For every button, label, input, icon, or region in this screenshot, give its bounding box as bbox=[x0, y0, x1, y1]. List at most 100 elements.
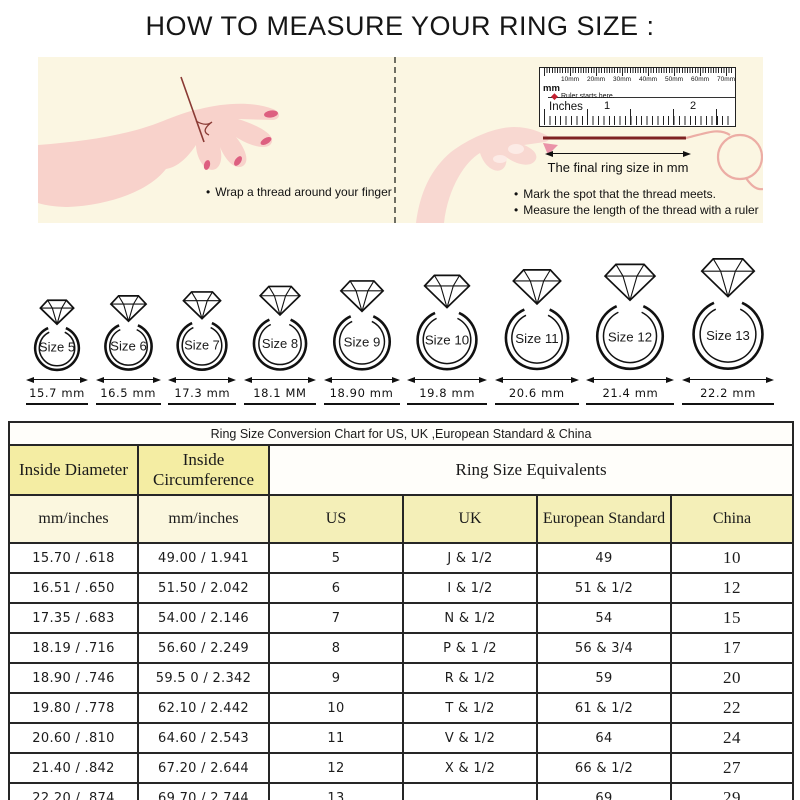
ring-icon: Size 11 bbox=[500, 261, 574, 372]
diameter-arrow bbox=[407, 375, 488, 384]
cell-european-standard: 61 & 1/2 bbox=[536, 692, 672, 724]
cell-inside-diameter: 18.19 / .716 bbox=[8, 632, 139, 664]
table-row: 16.51 / .650 51.50 / 2.042 6 I & 1/2 51 … bbox=[8, 572, 795, 604]
ring-size-item: Size 7 17.3 mm bbox=[168, 285, 237, 405]
diameter-arrow bbox=[95, 375, 161, 384]
panel-measure-ruler: 10mm 20mm 30mm 40mm 50mm 60mm 70mm mm ◆ Ruler … bbox=[396, 57, 763, 223]
loose-thread bbox=[685, 130, 731, 140]
ruler-mm-ticks-minor bbox=[544, 68, 732, 73]
cell-uk: T & 1/2 bbox=[402, 692, 538, 724]
cell-european-standard: 69 bbox=[536, 782, 672, 800]
ring-diameter-label: 15.7 mm bbox=[26, 385, 88, 405]
bullet-icon: • bbox=[514, 187, 519, 201]
cell-us: 10 bbox=[268, 692, 404, 724]
cell-european-standard: 54 bbox=[536, 602, 672, 634]
cell-us: 9 bbox=[268, 662, 404, 694]
cell-inside-circumference: 64.60 / 2.543 bbox=[137, 722, 270, 754]
ring-size-item: Size 13 22.2 mm bbox=[682, 249, 774, 405]
cell-uk: X & 1/2 bbox=[402, 752, 538, 784]
cell-china: 20 bbox=[669, 662, 795, 694]
thread-line bbox=[180, 76, 205, 143]
cell-inside-diameter: 19.80 / .778 bbox=[8, 692, 139, 724]
fingernail bbox=[264, 110, 278, 118]
ruler: 10mm 20mm 30mm 40mm 50mm 60mm 70mm mm ◆ Ruler … bbox=[539, 67, 736, 127]
cell-china: 22 bbox=[669, 692, 795, 724]
table-row: 22.20 / .874 69.70 / 2.744 13 __ 69 29 bbox=[8, 782, 795, 800]
bullet-icon: • bbox=[206, 185, 211, 199]
ring-icon: Size 13 bbox=[687, 249, 769, 372]
table-row: 19.80 / .778 62.10 / 2.442 10 T & 1/2 61… bbox=[8, 692, 795, 724]
svg-text:Size 12: Size 12 bbox=[608, 330, 652, 345]
ruler-inch-2: 2 bbox=[690, 100, 697, 112]
instruction-text: • Wrap a thread around your finger bbox=[206, 185, 392, 199]
fingernail bbox=[260, 137, 272, 145]
ring-size-item: Size 11 20.6 mm bbox=[494, 261, 579, 405]
ruler-midline bbox=[548, 97, 735, 98]
header-ring-size-equivalents: Ring Size Equivalents bbox=[267, 444, 795, 496]
cell-us: 5 bbox=[268, 542, 404, 574]
page-title: HOW TO MEASURE YOUR RING SIZE : bbox=[145, 11, 655, 41]
ring-diameter-label: 17.3 mm bbox=[168, 385, 237, 405]
header-european-standard: European Standard bbox=[536, 494, 672, 544]
ring-size-item: Size 6 16.5 mm bbox=[95, 289, 161, 405]
cell-inside-diameter: 16.51 / .650 bbox=[8, 572, 139, 604]
ruler-mm-unit: mm bbox=[543, 83, 560, 94]
header-inside-circumference: Inside Circumference bbox=[137, 444, 270, 496]
svg-text:Size 13: Size 13 bbox=[706, 328, 750, 343]
panel-wrap-thread: • Wrap a thread around your finger bbox=[38, 57, 396, 223]
cell-european-standard: 56 & 3/4 bbox=[536, 632, 672, 664]
header-us: US bbox=[268, 494, 404, 544]
ruler-inch-1: 1 bbox=[604, 100, 611, 112]
svg-text:Size 7: Size 7 bbox=[185, 337, 220, 352]
ruler-starts-here-label: Ruler starts here. bbox=[561, 93, 615, 100]
ruler-inch-ticks-minor bbox=[544, 116, 732, 125]
cell-inside-circumference: 67.20 / 2.644 bbox=[137, 752, 270, 784]
table-caption: Ring Size Conversion Chart for US, UK ,E… bbox=[7, 421, 795, 446]
header-inside-diameter: Inside Diameter bbox=[8, 444, 139, 496]
instruction-text: • Mark the spot that the thread meets. bbox=[514, 187, 716, 201]
cell-inside-circumference: 51.50 / 2.042 bbox=[137, 572, 270, 604]
cell-uk: N & 1/2 bbox=[402, 602, 538, 634]
header-china: China bbox=[669, 494, 795, 544]
bullet-icon: • bbox=[514, 203, 519, 217]
cell-us: 6 bbox=[268, 572, 404, 604]
header-unit-diameter: mm/inches bbox=[8, 494, 139, 544]
cell-european-standard: 51 & 1/2 bbox=[536, 572, 672, 604]
svg-text:Size 6: Size 6 bbox=[110, 338, 147, 353]
ring-icon: Size 6 bbox=[101, 289, 156, 372]
diameter-arrow bbox=[494, 375, 579, 384]
fingernail bbox=[234, 156, 242, 166]
cell-european-standard: 59 bbox=[536, 662, 672, 694]
ring-size-item: Size 12 21.4 mm bbox=[586, 255, 675, 405]
cell-inside-diameter: 17.35 / .683 bbox=[8, 602, 139, 634]
ring-size-item: Size 10 19.8 mm bbox=[407, 267, 488, 405]
cell-inside-diameter: 22.20 / .874 bbox=[8, 782, 139, 800]
diameter-arrow bbox=[323, 375, 400, 384]
ruler-mm-labels: 10mm 20mm 30mm 40mm 50mm 60mm 70mm bbox=[560, 76, 736, 83]
cell-china: 27 bbox=[669, 752, 795, 784]
cell-uk: P & 1 /2 bbox=[402, 632, 538, 664]
header-unit-circumference: mm/inches bbox=[137, 494, 270, 544]
cell-inside-circumference: 59.5 0 / 2.342 bbox=[137, 662, 270, 694]
ring-icon: Size 10 bbox=[412, 267, 482, 372]
ring-diameter-label: 21.4 mm bbox=[586, 385, 675, 405]
ring-size-arrow bbox=[545, 149, 691, 158]
cell-china: 15 bbox=[669, 602, 795, 634]
cell-china: 24 bbox=[669, 722, 795, 754]
header-uk: UK bbox=[402, 494, 538, 544]
svg-text:Size 11: Size 11 bbox=[515, 331, 558, 346]
table-row: 15.70 / .618 49.00 / 1.941 5 J & 1/2 49 … bbox=[8, 542, 795, 574]
cell-china: 29 bbox=[669, 782, 795, 800]
cell-china: 12 bbox=[669, 572, 795, 604]
svg-text:Size 8: Size 8 bbox=[262, 336, 298, 351]
svg-text:Size 10: Size 10 bbox=[425, 333, 469, 348]
thread-loop bbox=[716, 133, 763, 181]
ring-icon: Size 12 bbox=[591, 255, 669, 372]
cell-european-standard: 49 bbox=[536, 542, 672, 574]
ring-icon: Size 8 bbox=[249, 279, 311, 372]
cell-us: 8 bbox=[268, 632, 404, 664]
hand-with-thread-illustration bbox=[38, 76, 279, 207]
cell-uk: __ bbox=[402, 782, 538, 800]
ring-size-item: Size 8 18.1 MM bbox=[243, 279, 316, 405]
